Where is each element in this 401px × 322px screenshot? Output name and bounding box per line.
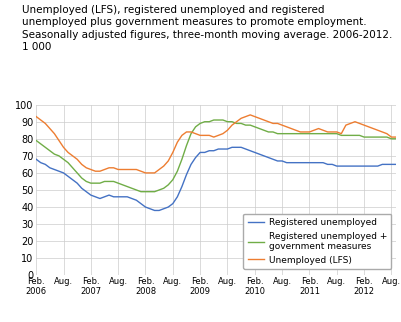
Registered unemployed +
government measures <box>138 190 143 194</box>
Registered unemployed +
government measures <box>261 128 265 132</box>
Registered unemployed <box>229 145 234 149</box>
Registered unemployed <box>197 150 202 154</box>
Registered unemployed +
government measures <box>256 127 261 130</box>
Legend: Registered unemployed, Registered unemployed +
government measures, Unemployed (: Registered unemployed, Registered unempl… <box>243 213 391 269</box>
Registered unemployed <box>361 164 366 168</box>
Unemployed (LFS) <box>256 116 261 120</box>
Registered unemployed <box>274 159 279 163</box>
Unemployed (LFS) <box>361 123 366 127</box>
Line: Registered unemployed +
government measures: Registered unemployed + government measu… <box>36 120 395 192</box>
Line: Unemployed (LFS): Unemployed (LFS) <box>36 115 395 173</box>
Unemployed (LFS) <box>393 135 397 139</box>
Unemployed (LFS) <box>143 171 148 175</box>
Registered unemployed +
government measures <box>288 132 293 136</box>
Registered unemployed +
government measures <box>361 135 366 139</box>
Unemployed (LFS) <box>247 113 252 117</box>
Registered unemployed <box>152 209 157 213</box>
Registered unemployed +
government measures <box>197 121 202 125</box>
Text: Unemployed (LFS), registered unemployed and registered
unemployed plus governmen: Unemployed (LFS), registered unemployed … <box>22 5 391 52</box>
Unemployed (LFS) <box>197 133 202 137</box>
Registered unemployed <box>393 162 397 166</box>
Registered unemployed +
government measures <box>34 138 38 142</box>
Registered unemployed <box>288 161 293 165</box>
Unemployed (LFS) <box>34 115 38 118</box>
Registered unemployed +
government measures <box>211 118 216 122</box>
Registered unemployed <box>256 152 261 156</box>
Registered unemployed +
government measures <box>274 132 279 136</box>
Registered unemployed +
government measures <box>393 137 397 141</box>
Registered unemployed <box>34 157 38 161</box>
Registered unemployed <box>261 154 265 158</box>
Unemployed (LFS) <box>274 121 279 125</box>
Unemployed (LFS) <box>288 127 293 130</box>
Line: Registered unemployed: Registered unemployed <box>36 147 395 211</box>
Unemployed (LFS) <box>261 118 265 122</box>
